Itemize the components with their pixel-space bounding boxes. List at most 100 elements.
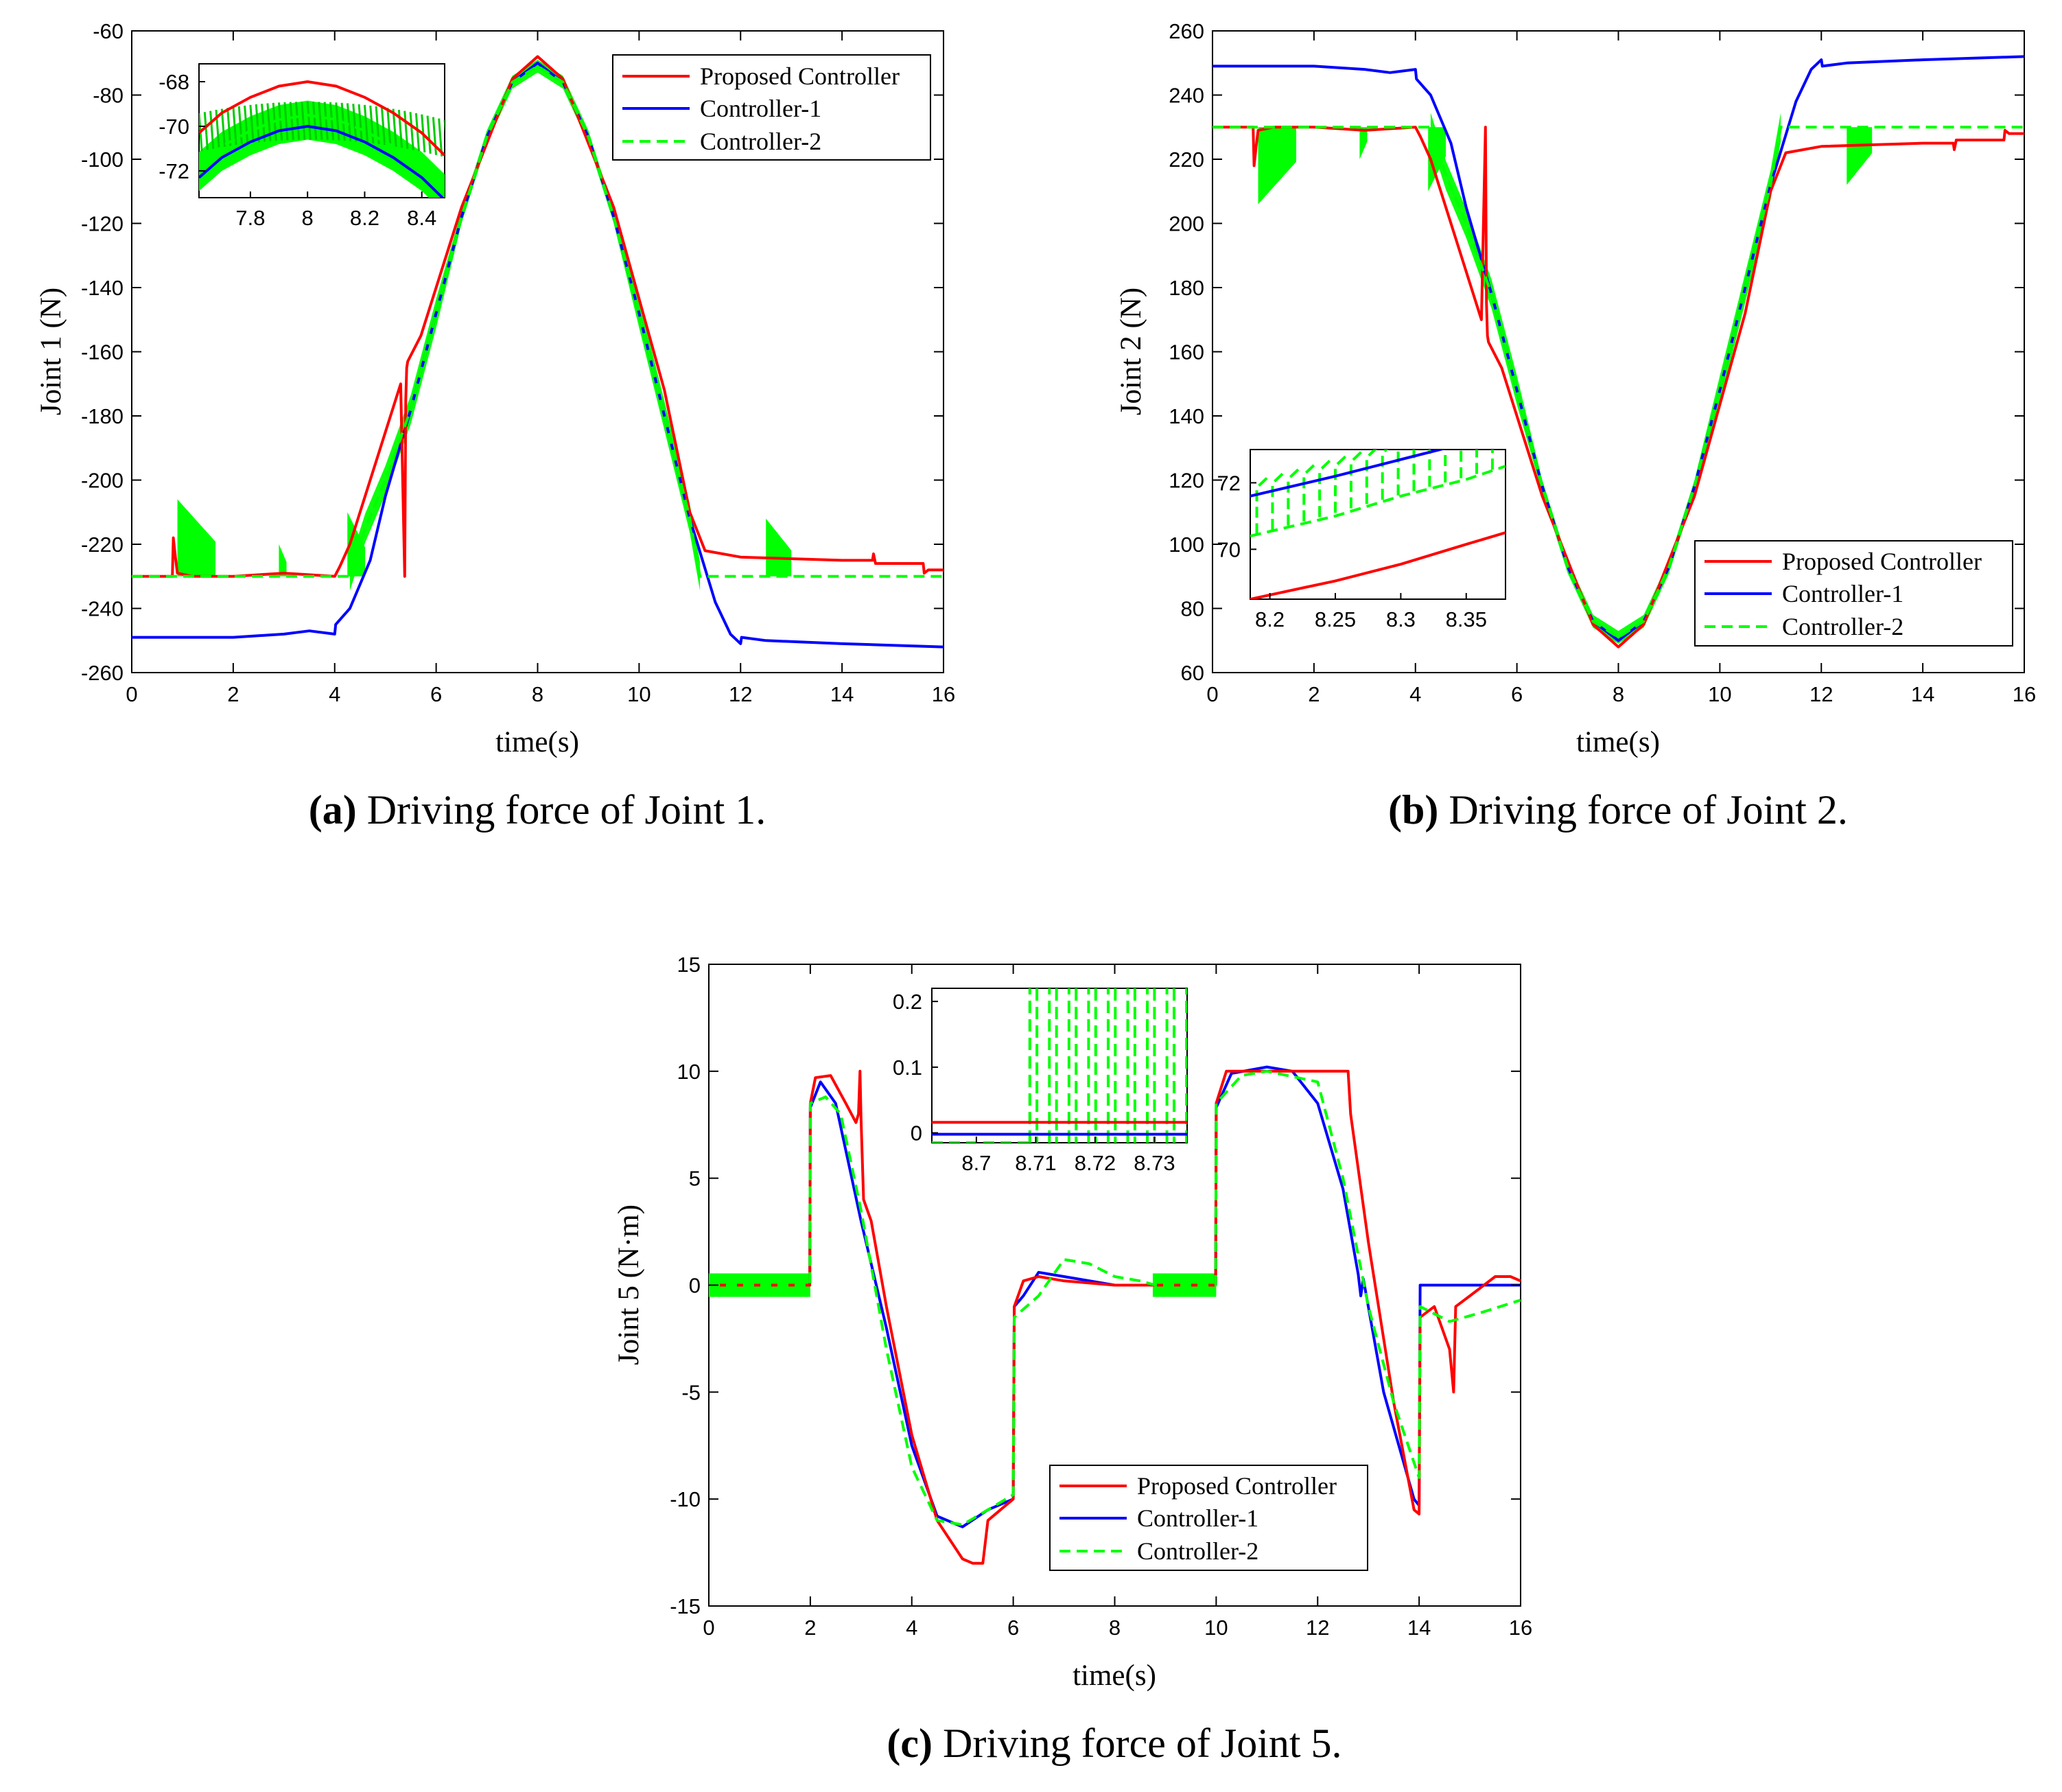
x-tick-label: 4 bbox=[329, 682, 340, 706]
inset-x-tick-label: 8 bbox=[302, 206, 314, 230]
inset-x-tick-label: 8.71 bbox=[1015, 1151, 1056, 1175]
caption-text-b: Driving force of Joint 2. bbox=[1438, 787, 1848, 833]
inset-chatter-lines bbox=[1028, 988, 1187, 1143]
inset-x-tick-label: 8.35 bbox=[1446, 607, 1487, 631]
inset-x-tick-label: 8.25 bbox=[1315, 607, 1356, 631]
x-tick-label: 4 bbox=[906, 1616, 917, 1640]
x-tick-label: 10 bbox=[627, 682, 651, 706]
inset-area-c bbox=[931, 988, 1188, 1143]
y-tick-label: 5 bbox=[689, 1167, 701, 1191]
inset-y-tick-label: 0.1 bbox=[893, 1056, 922, 1080]
x-tick-label: 8 bbox=[532, 682, 543, 706]
caption-letter-b: (b) bbox=[1388, 787, 1438, 833]
controller-2-chatter-band bbox=[279, 544, 287, 577]
x-tick-label: 10 bbox=[1204, 1616, 1228, 1640]
caption-letter-a: (a) bbox=[309, 787, 357, 833]
y-tick-label: 180 bbox=[1169, 276, 1204, 300]
x-tick-label: 6 bbox=[1511, 682, 1523, 706]
x-tick-label: 8 bbox=[1109, 1616, 1121, 1640]
inset-y-tick-label: -68 bbox=[159, 70, 189, 94]
inset-y-tick-label: 0 bbox=[911, 1121, 922, 1145]
y-tick-label: 0 bbox=[689, 1274, 701, 1298]
x-tick-label: 16 bbox=[1509, 1616, 1532, 1640]
inset-y-tick-label: 0.2 bbox=[893, 990, 922, 1014]
y-tick-label: 60 bbox=[1181, 661, 1204, 685]
y-tick-label: 200 bbox=[1169, 212, 1204, 236]
inset-series-line-controller-1 bbox=[1250, 450, 1446, 498]
caption-b: (b) Driving force of Joint 2. bbox=[1388, 787, 1848, 833]
x-axis-label-b: time(s) bbox=[1576, 726, 1660, 758]
x-tick-label: 16 bbox=[932, 682, 955, 706]
controller-2-chatter-band bbox=[1847, 127, 1873, 185]
y-tick-label: 15 bbox=[677, 953, 701, 977]
x-tick-label: 2 bbox=[1308, 682, 1320, 706]
inset-series-line-proposed bbox=[1250, 531, 1506, 599]
y-tick-label: -10 bbox=[670, 1487, 701, 1511]
y-tick-label: -140 bbox=[81, 276, 124, 300]
x-tick-label: 8 bbox=[1613, 682, 1624, 706]
legend-label-controller-2: Controller-2 bbox=[1137, 1537, 1258, 1565]
series-line-controller-2 bbox=[709, 1069, 1521, 1526]
legend-label-controller-1: Controller-1 bbox=[700, 95, 821, 122]
y-tick-label: 100 bbox=[1169, 533, 1204, 557]
inset-series-line-proposed bbox=[199, 80, 445, 156]
legend-label-controller-2: Controller-2 bbox=[700, 128, 821, 155]
x-tick-label: 16 bbox=[2013, 682, 2036, 706]
x-tick-label: 12 bbox=[729, 682, 752, 706]
y-axis-label-a: Joint 1 (N) bbox=[35, 288, 67, 415]
y-tick-label: -120 bbox=[81, 212, 124, 236]
inset-series-line-controller-2 bbox=[1250, 465, 1506, 537]
inset-x-tick-label: 8.7 bbox=[961, 1151, 991, 1175]
y-tick-label: -180 bbox=[81, 404, 124, 428]
controller-2-chatter-band bbox=[766, 518, 792, 577]
inset-y-tick-label: 72 bbox=[1217, 471, 1241, 495]
inset-x-tick-label: 8.2 bbox=[1255, 607, 1285, 631]
legend-c: Proposed Controller Controller-1 Control… bbox=[1049, 1465, 1368, 1571]
y-tick-label: 260 bbox=[1169, 19, 1204, 43]
legend-label-controller-1: Controller-1 bbox=[1137, 1504, 1258, 1532]
legend-label-proposed: Proposed Controller bbox=[1137, 1472, 1337, 1500]
x-tick-label: 6 bbox=[1007, 1616, 1019, 1640]
x-tick-label: 14 bbox=[1911, 682, 1934, 706]
inset-series-line-controller-2 bbox=[199, 113, 445, 190]
inset-x-tick-label: 8.2 bbox=[350, 206, 379, 230]
x-tick-label: 0 bbox=[1206, 682, 1218, 706]
x-tick-label: 12 bbox=[1306, 1616, 1329, 1640]
legend-a: Proposed Controller Controller-1 Control… bbox=[612, 54, 931, 161]
y-tick-label: 10 bbox=[677, 1060, 701, 1084]
y-tick-label: 160 bbox=[1169, 340, 1204, 364]
y-tick-label: -200 bbox=[81, 469, 124, 493]
x-tick-label: 0 bbox=[703, 1616, 714, 1640]
y-axis-label-b: Joint 2 (N) bbox=[1115, 288, 1147, 415]
panel-c: 0 2 4 6 8 10 12 14 16 -15 -10 -5 0 5 10 15 time(s) Joi… bbox=[613, 953, 1532, 1766]
y-tick-label: -220 bbox=[81, 533, 124, 557]
inset-x-tick-label: 8.4 bbox=[407, 206, 436, 230]
inset-x-tick-label: 8.73 bbox=[1134, 1151, 1175, 1175]
series-line-proposed bbox=[709, 1069, 1521, 1565]
y-tick-label: 120 bbox=[1169, 469, 1204, 493]
y-tick-label: -100 bbox=[81, 148, 124, 172]
x-axis-label-c: time(s) bbox=[1073, 1660, 1156, 1692]
inset-y-tick-label: -70 bbox=[159, 115, 189, 139]
legend-b: Proposed Controller Controller-1 Control… bbox=[1694, 540, 2013, 647]
legend-label-proposed: Proposed Controller bbox=[700, 62, 900, 90]
inset-series-line-controller-1 bbox=[199, 124, 445, 198]
controller-2-chatter-band bbox=[177, 499, 215, 577]
y-tick-label: -80 bbox=[93, 84, 124, 108]
series-line-proposed bbox=[132, 55, 944, 578]
y-tick-label: 220 bbox=[1169, 148, 1204, 172]
x-tick-label: 0 bbox=[126, 682, 137, 706]
caption-text-a: Driving force of Joint 1. bbox=[357, 787, 766, 833]
legend-label-controller-1: Controller-1 bbox=[1782, 580, 1903, 607]
legend-label-controller-2: Controller-2 bbox=[1782, 613, 1903, 640]
x-tick-label: 6 bbox=[430, 682, 442, 706]
caption-a: (a) Driving force of Joint 1. bbox=[309, 787, 766, 833]
x-tick-label: 14 bbox=[830, 682, 854, 706]
x-tick-label: 12 bbox=[1809, 682, 1833, 706]
caption-c: (c) Driving force of Joint 5. bbox=[887, 1721, 1342, 1766]
y-tick-label: 80 bbox=[1181, 597, 1204, 621]
panel-b: 0 2 4 6 8 10 12 14 16 60 80 100 120 140 160 180 200 220 2… bbox=[1115, 19, 2036, 833]
legend-label-proposed: Proposed Controller bbox=[1782, 548, 1982, 575]
controller-2-chatter-band bbox=[199, 100, 445, 198]
